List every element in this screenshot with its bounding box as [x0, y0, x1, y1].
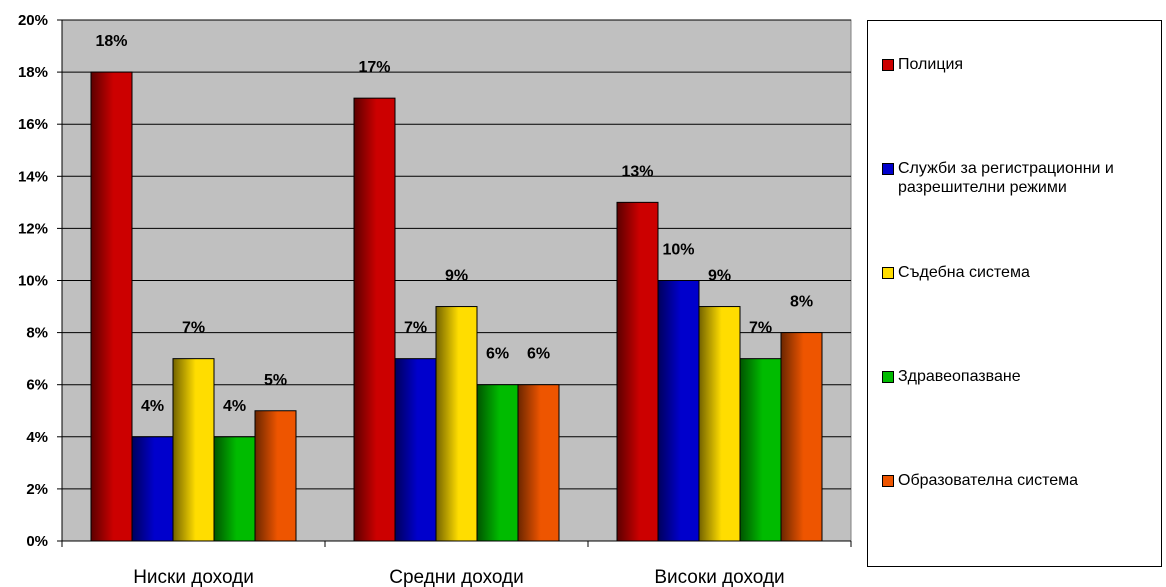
- data-label: 5%: [264, 372, 287, 389]
- bar: [616, 201, 659, 542]
- bar: [476, 384, 519, 542]
- bar: [435, 306, 478, 542]
- data-label: 10%: [662, 242, 694, 259]
- data-label: 9%: [445, 268, 468, 285]
- y-tick-label: 10%: [18, 273, 48, 290]
- legend-swatch-healthcare: [882, 371, 894, 383]
- bar: [172, 358, 215, 542]
- data-label: 4%: [141, 398, 164, 415]
- data-label: 13%: [621, 163, 653, 180]
- data-label: 7%: [749, 320, 772, 337]
- y-tick-label: 16%: [18, 116, 48, 133]
- bar: [353, 97, 396, 542]
- legend-label-education: Образователна система: [898, 472, 1079, 489]
- y-tick-label: 20%: [18, 12, 48, 29]
- y-tick-label: 0%: [26, 533, 48, 550]
- legend-item-police: Полиция: [882, 55, 1163, 74]
- data-label: 6%: [527, 346, 550, 363]
- y-tick-label: 6%: [26, 377, 48, 394]
- bar: [394, 358, 437, 542]
- legend-item-judiciary: Съдебна система: [882, 263, 1163, 282]
- data-label: 6%: [486, 346, 509, 363]
- legend-label-judiciary: Съдебна система: [898, 264, 1030, 281]
- bar: [131, 436, 174, 542]
- data-label: 7%: [182, 320, 205, 337]
- bar: [213, 436, 256, 542]
- data-label: 18%: [95, 33, 127, 50]
- y-tick-label: 14%: [18, 168, 48, 185]
- x-tick-label: Ниски доходи: [133, 567, 254, 587]
- y-tick-label: 18%: [18, 64, 48, 81]
- legend-label-registration: Служби за регистрационни и разрешителни …: [898, 160, 1114, 196]
- x-tick-label: Средни доходи: [389, 567, 523, 587]
- legend-swatch-registration: [882, 163, 894, 175]
- legend-swatch-police: [882, 59, 894, 71]
- y-tick-label: 12%: [18, 220, 48, 237]
- y-tick-label: 8%: [26, 325, 48, 342]
- y-tick-label: 4%: [26, 429, 48, 446]
- data-label: 8%: [790, 294, 813, 311]
- bar: [254, 410, 297, 542]
- data-label: 17%: [358, 59, 390, 76]
- y-tick-label: 2%: [26, 481, 48, 498]
- legend-swatch-education: [882, 475, 894, 487]
- data-label: 7%: [404, 320, 427, 337]
- bar: [698, 306, 741, 542]
- legend-swatch-judiciary: [882, 267, 894, 279]
- bar: [657, 280, 700, 542]
- data-label: 4%: [223, 398, 246, 415]
- legend-item-registration: Служби за регистрационни и разрешителни …: [882, 159, 1163, 197]
- legend-label-healthcare: Здравеопазване: [898, 368, 1021, 385]
- legend-item-education: Образователна система: [882, 471, 1163, 490]
- bar: [517, 384, 560, 542]
- bar: [780, 332, 823, 542]
- bar: [90, 71, 133, 542]
- legend-item-healthcare: Здравеопазване: [882, 367, 1163, 386]
- chart-legend: Полиция Служби за регистрационни и разре…: [867, 20, 1162, 567]
- bar: [739, 358, 782, 542]
- x-tick-label: Високи доходи: [654, 567, 784, 587]
- data-label: 9%: [708, 268, 731, 285]
- legend-label-police: Полиция: [898, 56, 964, 73]
